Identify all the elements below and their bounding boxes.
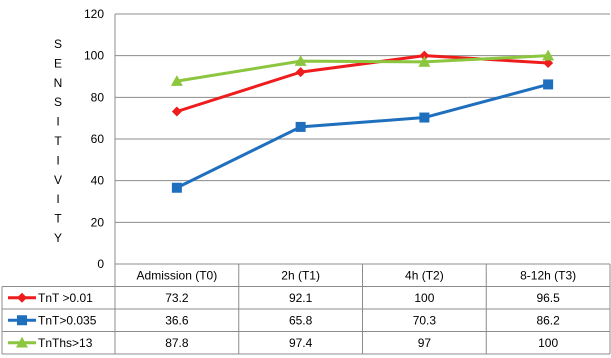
data-point [295,67,306,78]
data-point [419,112,430,123]
y-axis-label-letter: N [54,76,63,90]
y-tick-label: 40 [91,174,105,188]
series-line [176,82,549,190]
y-tick-label: 80 [91,90,105,104]
y-axis-label-letter: I [56,115,59,129]
data-point [294,55,307,66]
y-tick-label: 100 [84,49,104,63]
y-tick-label: 20 [91,215,105,229]
table-cell-value: 36.6 [165,313,189,327]
table-cell-value: 100 [538,336,558,350]
legend-entry: TnThs>13 [38,336,93,350]
y-tick-label: 60 [91,132,105,146]
data-table: Admission (T0) 2h (T1) 4h (T2) 8-12h (T3) Tn… [1,263,611,355]
table-cell-value: 97.4 [289,336,313,350]
y-axis-label-letter: I [56,153,59,167]
table-cell-value: 100 [414,291,434,305]
data-point [543,79,554,90]
table-cell-value: 97 [418,336,432,350]
data-point [418,55,431,67]
x-tick-label: 8-12h (T3) [520,268,576,282]
x-tick-label: 2h (T1) [281,268,320,282]
series-lines [176,54,549,190]
legend-key-marker [16,336,28,348]
data-point [542,49,555,61]
y-axis-label-letter: T [54,212,62,226]
y-tick-label: 0 [97,257,104,271]
data-point [171,182,182,193]
legend-key-marker [17,292,27,303]
series-line [176,54,549,113]
data-point [170,75,183,86]
table-cell-value: 70.3 [413,313,437,327]
table-cell-value: 96.5 [536,291,560,305]
y-tick-labels: 0 20 40 60 80 100 120 [84,7,104,271]
x-tick-label: 4h (T2) [405,268,444,282]
table-cell-value: 87.8 [165,336,189,350]
table-cell-value: 65.8 [289,313,313,327]
table-cell-value: 73.2 [165,291,189,305]
y-axis-label-letter: E [54,56,62,70]
y-axis-label-letter: Y [54,231,62,245]
table-cell-value: 86.2 [536,313,560,327]
legend-entry: TnT>0.035 [38,313,97,327]
series-line [176,54,549,83]
y-axis-label-letter: V [54,173,62,187]
legend-key-marker [17,315,27,326]
x-tick-label: Admission (T0) [137,268,218,282]
data-point [295,121,306,132]
data-point [171,106,182,117]
data-point [419,50,430,61]
legend-entry: TnT >0.01 [38,291,93,305]
y-axis-label-letter: S [54,95,62,109]
y-axis-label-letter: T [54,134,62,148]
y-axis-label-letter: I [56,192,59,206]
y-tick-label: 120 [84,7,104,21]
table-cell-value: 92.1 [289,291,313,305]
gridlines [114,13,610,265]
y-axis-label-letter: S [54,37,62,51]
series-markers [170,49,555,193]
